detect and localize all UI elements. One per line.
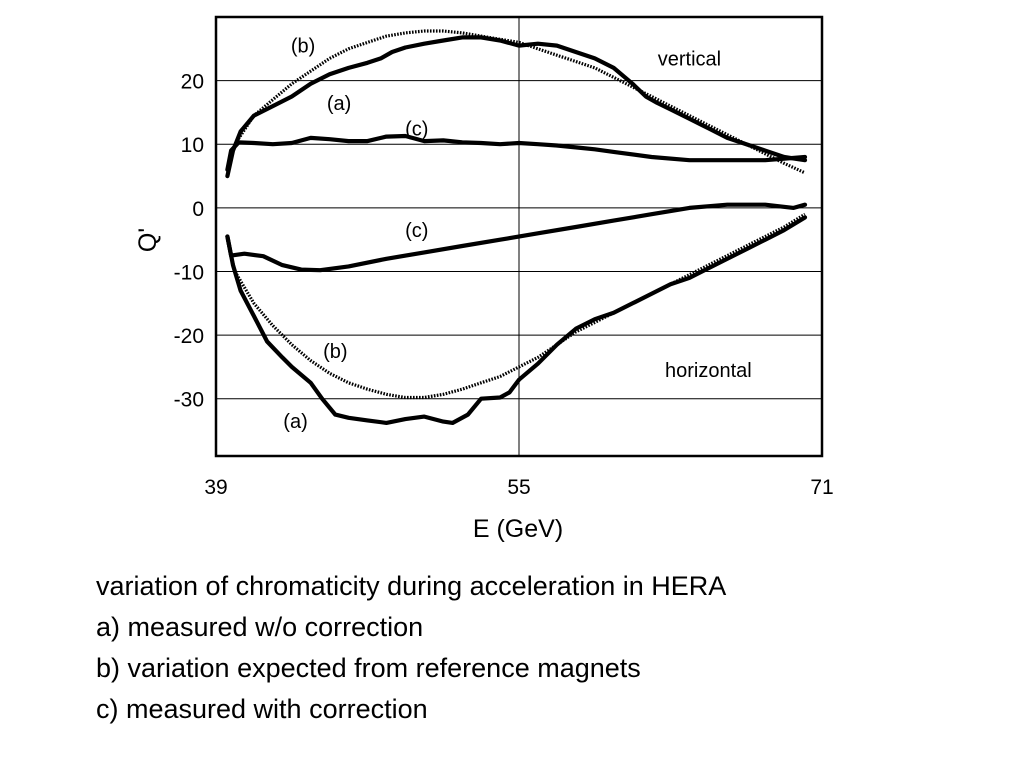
figure-caption: variation of chromaticity during acceler… [96, 566, 996, 730]
y-tick-label: 20 [181, 71, 204, 94]
series-horizontal-b-line [225, 212, 806, 400]
x-tick-label: 55 [507, 476, 530, 499]
caption-line-a: a) measured w/o correction [96, 612, 424, 642]
y-tick-label: 0 [192, 198, 204, 221]
curve-label: (b) [291, 36, 315, 58]
x-tick-label: 71 [810, 476, 833, 499]
y-tick-labels: 20 10 0 -10 -20 -30 [174, 71, 204, 412]
series-vertical-a-line [225, 35, 808, 179]
caption-line-c: c) measured with correction [96, 694, 428, 724]
plot-frame [214, 15, 824, 458]
curve-label: (b) [323, 341, 347, 363]
x-tick-labels: 39 55 71 [204, 476, 833, 499]
curve-labels: (b) (a) (c) (c) (b) (a) [283, 36, 428, 433]
caption-line-b: b) variation expected from reference mag… [96, 653, 641, 683]
chromaticity-chart: 20 10 0 -10 -20 -30 39 55 71 (b) (a) (c) (c) (b) (a)… [134, 15, 834, 543]
panel-label: horizontal [665, 360, 752, 382]
curve-label: (a) [283, 411, 307, 433]
series-group [225, 29, 808, 425]
panel-label: vertical [658, 48, 721, 70]
y-tick-label: -30 [174, 389, 204, 412]
x-tick-label: 39 [204, 476, 227, 499]
curve-label: (c) [405, 220, 428, 242]
curve-label: (a) [327, 93, 351, 115]
caption-line-title: variation of chromaticity during acceler… [96, 571, 727, 601]
series-horizontal-c-line [225, 202, 808, 273]
y-tick-label: 10 [181, 134, 204, 157]
curve-label: (c) [405, 118, 428, 140]
y-axis-label: Q' [134, 228, 162, 252]
panel-labels: vertical horizontal [658, 48, 752, 382]
series-vertical-c-line [225, 133, 808, 172]
y-tick-label: -10 [174, 261, 204, 284]
y-tick-label: -20 [174, 325, 204, 348]
series-horizontal-a-line [225, 215, 808, 425]
x-axis-label: E (GeV) [473, 515, 563, 543]
